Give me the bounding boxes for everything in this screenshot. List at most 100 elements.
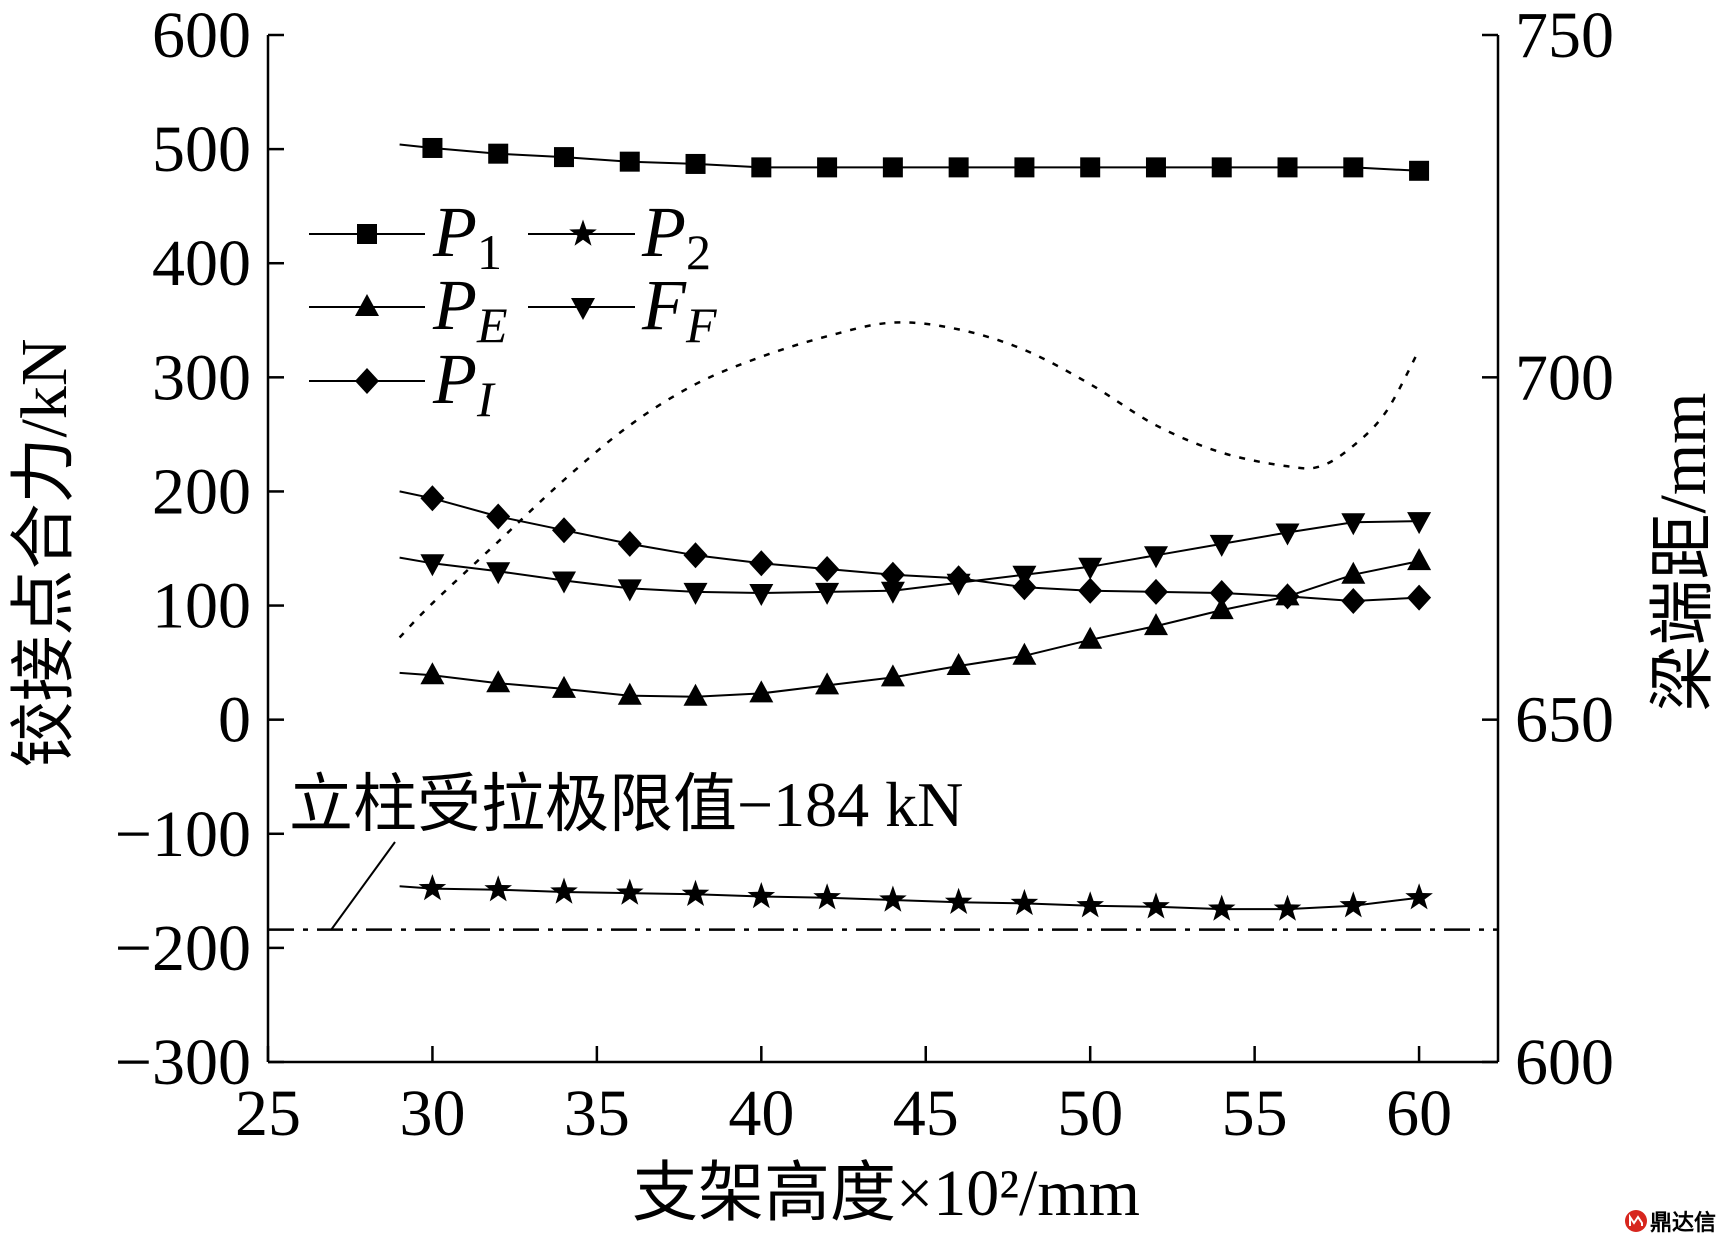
marker-p2-x32 [484,875,512,902]
series-line-p2 [399,885,1420,911]
series-line-p1 [399,143,1420,172]
marker-p1-x32 [488,143,509,164]
marker-p1-x52 [1145,157,1166,178]
marker-ff-x32 [486,562,511,585]
watermark: 鼎达信 [1625,1210,1716,1236]
marker-ff-x30 [420,554,445,577]
marker-p1-x48 [1014,157,1035,178]
marker-pe-x46 [946,653,971,675]
marker-ff-x38 [683,582,708,605]
series-line-pe [399,560,1420,698]
legend-label-pi: PI [432,339,496,427]
watermark-logo-mark [1629,1213,1643,1226]
series-line-ff [399,520,1420,595]
marker-pe-x44 [880,664,905,687]
legend-marker-pe [355,294,379,316]
x-tick-label: 45 [893,1077,959,1150]
y-tick-label-left: 400 [152,227,251,300]
y-tick-label-left: 500 [152,113,251,186]
marker-pe-x58 [1341,561,1366,584]
marker-p2-x30 [418,874,447,901]
marker-p1-x40 [751,157,772,178]
legend-marker-p2 [569,219,597,246]
legend-label-sub: E [476,297,508,353]
marker-p2-x42 [813,883,841,910]
reference-line-label: 立柱受拉极限值−184 kN [289,769,963,840]
marker-pi-x46 [946,565,971,592]
marker-pi-x34 [552,517,576,544]
marker-ff-x54 [1209,534,1234,557]
legend-label-pe: PE [432,265,508,353]
marker-ff-x56 [1275,523,1300,546]
plot-series [268,137,1498,931]
marker-ff-x58 [1341,513,1366,536]
y-tick-label-left: 100 [152,570,251,643]
marker-pi-x56 [1275,583,1300,610]
marker-p2-x50 [1076,891,1104,918]
marker-p1-x46 [948,157,969,178]
marker-p2-x36 [616,878,644,905]
marker-pi-x32 [486,503,511,530]
marker-p1-x54 [1211,157,1232,178]
marker-pe-x50 [1078,626,1103,649]
marker-ff-x40 [749,584,774,606]
legend-label-ff: FF [641,265,717,353]
legend-label-sub: 2 [686,224,711,280]
marker-p1-x30 [422,137,443,158]
x-tick-label: 40 [728,1077,794,1150]
marker-p2-x52 [1142,892,1170,919]
legend: P 1 P2 PE FF PI [309,192,717,427]
legend-item-ff: FF [528,265,717,353]
marker-pi-x38 [683,542,708,569]
marker-p2-x56 [1273,894,1302,921]
marker-ff-x50 [1078,557,1103,580]
marker-ff-x60 [1407,512,1432,535]
y-tick-label-left: −300 [115,1026,251,1099]
marker-ff-x36 [617,579,642,602]
marker-pi-x30 [420,485,445,512]
legend-item-p2: P2 [528,192,711,280]
legend-marker-p1 [357,224,377,244]
marker-p2-x60 [1405,883,1433,910]
reference-label-leader [330,841,396,931]
y-tick-label-right: 600 [1515,1026,1614,1099]
marker-p2-x38 [681,879,710,906]
series-line-pi [399,490,1420,603]
marker-p2-x46 [944,887,973,914]
watermark-text: 鼎达信 [1650,1210,1716,1236]
marker-ff-x42 [815,582,840,605]
marker-pe-x30 [420,662,445,685]
legend-label-main: P [432,339,477,419]
marker-p1-x60 [1409,160,1430,181]
x-tick-label: 50 [1057,1077,1123,1150]
y-tick-label-left: 600 [152,0,251,72]
marker-p1-x36 [619,151,640,172]
marker-pi-x36 [617,530,642,557]
marker-pe-x32 [486,670,511,693]
legend-label-p2: P2 [641,192,711,280]
x-tick-label: 60 [1386,1077,1452,1150]
marker-p2-x48 [1010,888,1039,916]
marker-pi-x42 [815,556,840,582]
legend-item-pi: PI [309,339,496,427]
marker-pi-x48 [1012,574,1037,601]
axes [266,35,1500,1064]
y-axis-title-right: 梁端距/mm [1647,392,1720,711]
marker-p2-x58 [1339,891,1368,918]
marker-pi-x52 [1144,578,1168,605]
legend-label-sub: F [685,297,717,353]
marker-p2-x54 [1208,894,1236,921]
marker-ff-x34 [552,571,576,594]
marker-p2-x40 [747,882,776,909]
marker-pi-x50 [1078,577,1103,604]
legend-item-pe: PE [309,265,508,353]
marker-pe-x42 [815,672,840,695]
marker-p2-x44 [879,885,907,912]
y-tick-label-left: −200 [115,912,251,985]
x-tick-label: 25 [235,1077,301,1150]
marker-p2-x34 [550,877,578,904]
legend-label-sub: 1 [477,224,502,280]
x-tick-label: 35 [564,1077,630,1150]
